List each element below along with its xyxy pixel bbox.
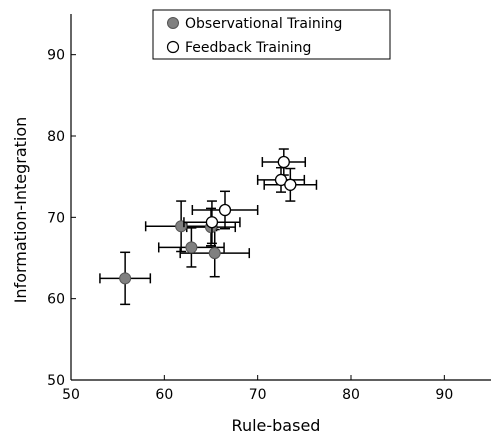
legend-box bbox=[152, 9, 391, 60]
series-feedback bbox=[183, 148, 318, 245]
y-tick-label: 90 bbox=[47, 48, 65, 64]
y-tick-label: 70 bbox=[47, 210, 65, 226]
data-point bbox=[284, 178, 297, 191]
data-point bbox=[274, 173, 288, 187]
y-tick-label: 50 bbox=[47, 373, 65, 389]
data-point bbox=[119, 272, 132, 285]
data-points bbox=[99, 148, 318, 306]
axis-ticks: 50 60 70 80 90 50 60 70 80 90 bbox=[47, 48, 453, 403]
legend-marker-feedback bbox=[166, 40, 180, 54]
data-point bbox=[185, 241, 198, 254]
x-tick-label: 80 bbox=[342, 387, 360, 403]
x-axis-label: Rule-based bbox=[232, 416, 321, 435]
data-point bbox=[277, 155, 290, 169]
legend-marker-observational bbox=[167, 17, 179, 29]
x-tick-label: 50 bbox=[62, 387, 80, 403]
legend: Observational Training Feedback Training bbox=[152, 9, 391, 60]
y-tick-label: 80 bbox=[47, 129, 65, 145]
x-tick-label: 70 bbox=[249, 387, 267, 403]
y-tick-label: 60 bbox=[47, 292, 65, 308]
axes bbox=[70, 14, 491, 381]
legend-label-feedback: Feedback Training bbox=[185, 40, 311, 56]
series-observational bbox=[99, 200, 251, 306]
legend-label-observational: Observational Training bbox=[185, 16, 342, 32]
data-point bbox=[218, 203, 232, 217]
data-point bbox=[208, 247, 221, 260]
x-tick-label: 90 bbox=[435, 387, 453, 403]
data-point bbox=[205, 216, 219, 229]
y-axis-label: Information-Integration bbox=[11, 117, 30, 304]
x-tick-label: 60 bbox=[155, 387, 173, 403]
